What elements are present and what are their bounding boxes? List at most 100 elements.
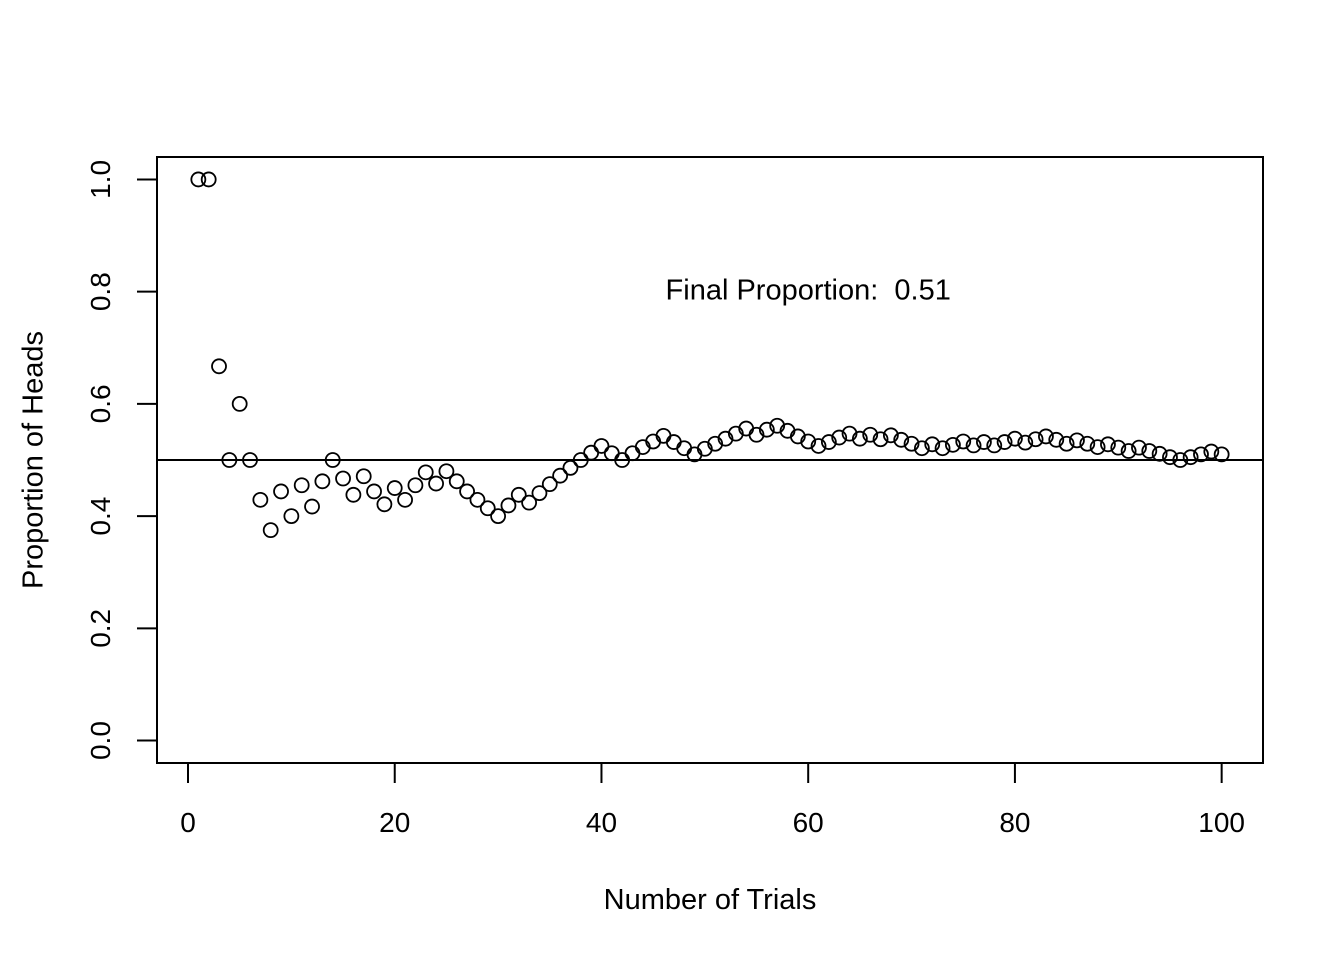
data-point [872, 431, 889, 448]
data-point [572, 452, 589, 468]
data-points [190, 171, 1230, 539]
data-point [727, 425, 744, 442]
data-point [490, 508, 507, 525]
data-point [355, 468, 372, 485]
data-point [1193, 446, 1209, 463]
data-point [324, 452, 341, 468]
data-point [1162, 449, 1178, 466]
data-point [696, 440, 713, 457]
data-point [1007, 430, 1023, 447]
y-tick-label: 0.2 [85, 609, 116, 648]
data-point [1151, 445, 1168, 462]
data-point [810, 438, 827, 454]
y-axis: 0.0 0.2 0.4 0.6 0.8 1.0 [85, 160, 158, 760]
data-point [335, 470, 351, 487]
data-point [376, 496, 393, 513]
data-point [1172, 452, 1189, 468]
x-tick-label: 20 [379, 807, 410, 838]
data-point [955, 433, 972, 450]
x-axis: 0 20 40 60 80 100 [180, 762, 1245, 838]
data-point [717, 430, 734, 447]
data-point [831, 429, 848, 446]
data-point [1079, 435, 1096, 452]
data-point [314, 473, 331, 490]
data-point [913, 440, 930, 457]
data-point [552, 467, 569, 484]
data-point [283, 508, 300, 525]
data-point [665, 434, 682, 450]
data-point [366, 483, 382, 500]
data-point [1027, 431, 1044, 448]
data-point [304, 498, 320, 515]
data-point [397, 491, 413, 508]
data-point [293, 477, 310, 494]
data-point [211, 358, 227, 375]
data-point [1048, 431, 1065, 448]
y-tick-label: 0.8 [85, 272, 116, 311]
data-point [1058, 435, 1075, 452]
data-point [438, 463, 455, 480]
data-point [252, 491, 269, 508]
data-point [469, 491, 486, 508]
data-point [200, 171, 217, 188]
data-point [624, 445, 641, 462]
data-point [800, 433, 817, 450]
data-point [603, 445, 620, 462]
data-point [448, 473, 465, 490]
data-point [903, 435, 920, 452]
data-point [945, 436, 961, 453]
data-point [748, 426, 765, 443]
data-point [1017, 434, 1034, 451]
x-tick-label: 0 [180, 807, 196, 838]
data-point [965, 437, 982, 454]
data-point [231, 395, 248, 412]
data-point [851, 430, 868, 447]
data-point [1110, 439, 1127, 456]
data-point [273, 483, 289, 500]
data-point [479, 500, 496, 517]
data-point [934, 440, 951, 457]
data-point [1089, 439, 1106, 455]
data-point [521, 494, 538, 511]
x-tick-label: 100 [1198, 807, 1245, 838]
y-tick-label: 1.0 [85, 160, 116, 199]
data-point [882, 427, 899, 444]
data-point [190, 171, 207, 188]
data-point [758, 421, 775, 438]
data-point [459, 483, 475, 500]
data-point [789, 428, 806, 445]
y-tick-label: 0.4 [85, 497, 116, 536]
data-point [707, 435, 724, 452]
data-point [500, 497, 517, 514]
data-point [841, 425, 858, 442]
y-tick-label: 0.0 [85, 721, 116, 760]
x-tick-label: 60 [793, 807, 824, 838]
data-point [1038, 428, 1054, 445]
data-point [1131, 439, 1147, 456]
data-point [676, 440, 693, 457]
data-point [428, 475, 444, 492]
data-point [541, 476, 558, 493]
y-tick-label: 0.6 [85, 384, 116, 423]
data-point [593, 438, 610, 454]
x-tick-label: 40 [586, 807, 617, 838]
data-point [221, 452, 238, 468]
data-point [1120, 443, 1137, 459]
data-point [1069, 432, 1085, 449]
data-point [986, 437, 1003, 454]
data-point [1100, 436, 1116, 453]
data-point [531, 485, 548, 502]
data-point [417, 464, 434, 481]
final-proportion-annotation: Final Proportion: 0.51 [666, 274, 951, 306]
data-point [976, 434, 992, 450]
data-point [862, 426, 879, 443]
data-point [242, 452, 258, 468]
data-point [1182, 449, 1199, 466]
data-point [769, 417, 786, 434]
data-point [562, 459, 579, 476]
data-point [924, 436, 941, 453]
data-point [510, 486, 527, 503]
x-axis-title: Number of Trials [604, 884, 817, 916]
data-point [820, 434, 837, 450]
